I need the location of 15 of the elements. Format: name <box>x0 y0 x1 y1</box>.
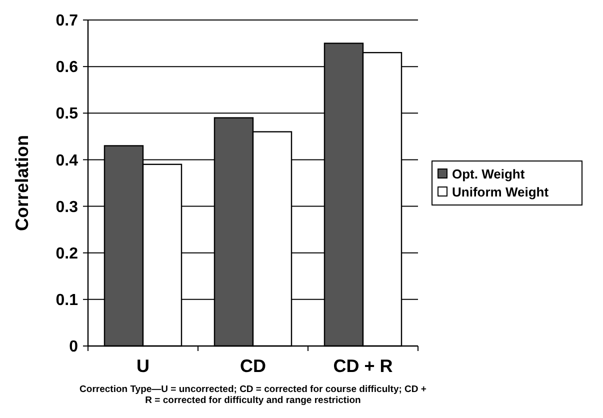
y-tick-label: 0.2 <box>56 245 78 262</box>
x-axis-title: Correction Type—U = uncorrected; CD = corrected for course difficulty; CD + R = corrected for difficulty and range restriction <box>80 384 427 406</box>
x-tick-label: CD <box>240 356 266 376</box>
y-tick-label: 0.3 <box>56 198 78 216</box>
x-tick-label: U <box>136 356 150 376</box>
y-tick-label: 0.4 <box>56 152 78 170</box>
y-tick-label: 0.1 <box>56 292 78 310</box>
y-tick-label: 0.7 <box>56 12 78 30</box>
y-axis-title: Correlation <box>12 134 32 232</box>
x-tick-label: CD + R <box>333 356 393 376</box>
legend-label: Opt. Weight <box>452 166 526 182</box>
legend-label: Uniform Weight <box>452 184 550 200</box>
y-tick-label: 0.5 <box>56 106 78 123</box>
y-tick-label: 0 <box>69 338 78 356</box>
y-tick-label: 0.6 <box>56 59 78 76</box>
